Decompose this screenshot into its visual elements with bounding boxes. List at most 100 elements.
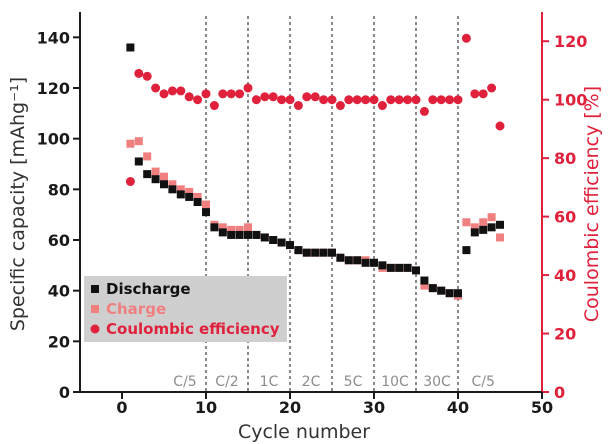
efficiency-point [470, 89, 480, 99]
discharge-point [252, 230, 261, 239]
discharge-point [420, 276, 429, 285]
discharge-point [445, 289, 454, 298]
y-left-tick-label: 100 [37, 130, 70, 149]
efficiency-point [184, 92, 194, 102]
discharge-point [168, 185, 177, 194]
efficiency-point [260, 92, 270, 102]
discharge-point [395, 263, 404, 272]
discharge-point [134, 157, 143, 166]
charge-point [193, 192, 202, 201]
legend-marker-discharge [91, 285, 99, 293]
discharge-point [311, 248, 320, 257]
charge-point [134, 137, 143, 146]
legend-label: Coulombic efficiency [106, 320, 280, 338]
y-axis-right-title: Coulombic efficiency [%] [581, 86, 603, 322]
efficiency-point [268, 92, 278, 102]
charge-point [185, 187, 194, 196]
efficiency-point [310, 92, 320, 102]
x-tick-label: 20 [279, 398, 301, 417]
charge-point [202, 200, 210, 209]
efficiency-point [436, 95, 446, 105]
discharge-point [370, 258, 378, 267]
discharge-point [328, 248, 336, 257]
discharge-point [496, 220, 504, 229]
x-tick-label: 30 [363, 398, 385, 417]
rate-label: C/5 [173, 374, 196, 390]
rate-label: C/2 [215, 374, 238, 390]
efficiency-point [478, 89, 488, 99]
efficiency-point [151, 83, 161, 93]
discharge-point [353, 256, 362, 265]
discharge-point [302, 248, 311, 257]
discharge-point [160, 180, 168, 189]
y-right-tick-label: 40 [554, 266, 576, 285]
efficiency-point [209, 101, 219, 111]
discharge-point [336, 253, 345, 262]
charge-point [168, 180, 177, 189]
y-left-tick-label: 40 [48, 282, 70, 301]
efficiency-point [235, 89, 245, 99]
discharge-point [202, 208, 210, 217]
efficiency-point [377, 101, 387, 111]
efficiency-point [428, 95, 438, 105]
efficiency-point [344, 95, 354, 105]
y-left-tick-label: 120 [37, 79, 70, 98]
legend-label: Charge [106, 300, 166, 318]
charge-point [160, 172, 168, 181]
rate-label: 30C [423, 374, 451, 390]
discharge-point [403, 263, 412, 272]
rate-labels: C/5 C/2 1C 2C 5C 10C 30C C/5 [173, 374, 495, 390]
charge-point [218, 223, 227, 232]
efficiency-point [159, 89, 169, 99]
efficiency-point [243, 83, 253, 93]
y-left-tick-label: 0 [59, 383, 70, 402]
discharge-point [269, 236, 278, 244]
legend-box [84, 276, 287, 342]
y-left-tick-label: 80 [48, 180, 70, 199]
discharge-point [437, 286, 446, 295]
y-left-tick-label: 60 [48, 231, 70, 250]
efficiency-point [167, 86, 177, 96]
efficiency-point [251, 95, 261, 105]
x-axis-title: Cycle number [238, 421, 370, 443]
discharge-point [479, 225, 488, 234]
y-right-tick-label: 60 [554, 208, 576, 227]
discharge-point [235, 230, 244, 239]
discharge-point [361, 258, 370, 267]
efficiency-point [445, 95, 455, 105]
efficiency-point [302, 92, 312, 102]
discharge-point [428, 284, 437, 293]
efficiency-point [495, 121, 505, 131]
efficiency-point [277, 95, 287, 105]
efficiency-point [453, 95, 463, 105]
charge-point [235, 225, 244, 234]
discharge-point [378, 261, 387, 270]
rate-label: 1C [260, 374, 279, 390]
y-right-tick-label: 120 [554, 32, 587, 51]
rate-label: 2C [302, 374, 321, 390]
discharge-point [319, 248, 328, 257]
efficiency-point [411, 95, 421, 105]
efficiency-point [142, 71, 152, 81]
charge-point [244, 223, 252, 232]
rate-label: C/5 [471, 374, 494, 390]
y-left-tick-label: 20 [48, 332, 70, 351]
efficiency-point [487, 83, 497, 93]
efficiency-point [386, 95, 396, 105]
discharge-point [412, 266, 420, 275]
discharge-point [143, 170, 152, 179]
charge-point [470, 223, 479, 232]
discharge-point [176, 190, 185, 199]
rate-boundary-lines [205, 16, 459, 392]
efficiency-point [293, 101, 303, 111]
axes: 0 20 40 60 80 100 120 140 0 20 40 60 80 100 120 0 10 20 30… [37, 12, 587, 417]
discharge-point [151, 175, 160, 184]
discharge-point [294, 246, 303, 255]
charge-point [479, 218, 488, 227]
discharge-point [386, 263, 395, 272]
rate-label: 5C [344, 374, 363, 390]
efficiency-point [285, 95, 295, 105]
x-tick-label: 50 [531, 398, 553, 417]
charge-point [143, 152, 152, 161]
